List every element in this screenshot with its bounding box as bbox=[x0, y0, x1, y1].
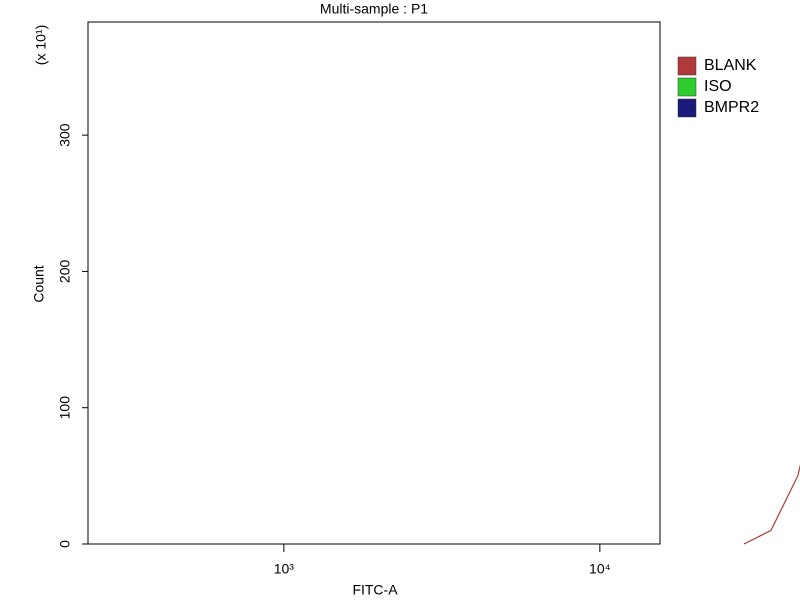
y-tick-label: 300 bbox=[57, 123, 73, 147]
legend-swatch bbox=[677, 98, 697, 118]
plot-frame bbox=[87, 21, 661, 545]
x-tick-label: 10³ bbox=[274, 561, 295, 577]
legend-label: BLANK bbox=[704, 57, 757, 74]
y-axis-label: Count bbox=[31, 265, 47, 302]
legend-swatch bbox=[677, 56, 697, 76]
y-tick-label: 200 bbox=[57, 260, 73, 284]
y-tick-label: 100 bbox=[57, 396, 73, 420]
chart-title: Multi-sample : P1 bbox=[320, 1, 428, 17]
legend-label: ISO bbox=[704, 78, 732, 95]
y-multiplier: (x 10¹) bbox=[33, 25, 49, 65]
legend-swatch bbox=[677, 77, 697, 97]
x-tick-label: 10⁴ bbox=[589, 561, 611, 577]
legend-label: BMPR2 bbox=[704, 99, 759, 116]
x-axis-label: FITC-A bbox=[352, 582, 398, 598]
y-tick-label: 0 bbox=[57, 540, 73, 548]
series-line bbox=[743, 464, 800, 545]
